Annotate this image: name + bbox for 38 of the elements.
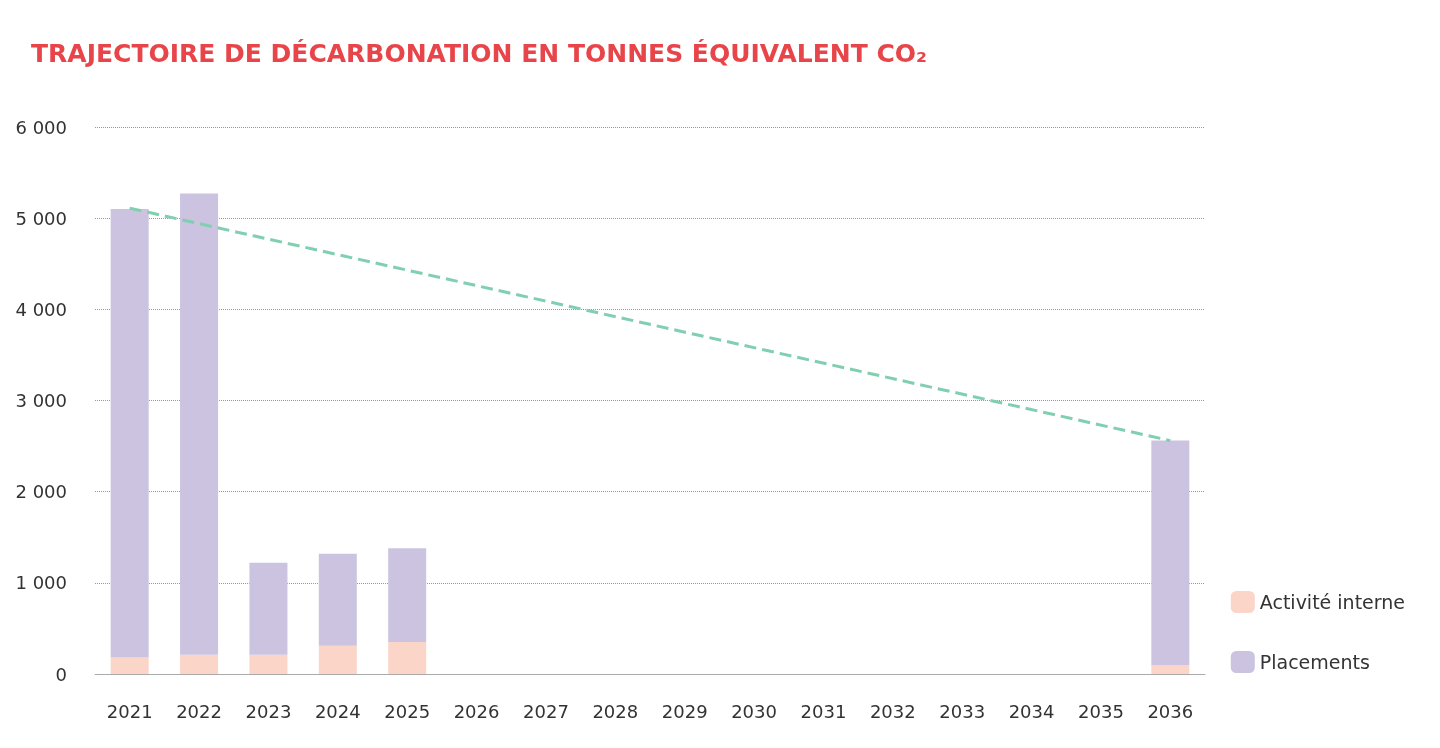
bar [388,642,427,674]
x-tick-label: 2036 [1147,700,1194,722]
x-tick-label: 2031 [800,700,847,722]
x-tick-label: 2029 [661,700,708,722]
x-tick-label: 2026 [453,700,500,722]
y-tick-label: 6 000 [15,116,67,138]
bar [388,548,427,643]
legend-label: Activité interne [1259,591,1406,613]
legend-label: Placements [1259,651,1370,673]
x-tick-label: 2035 [1078,700,1124,722]
y-tick-label: 0 [55,663,67,685]
bar [318,553,357,646]
bar [249,654,288,674]
bar [318,645,357,674]
x-tick-label: 2028 [592,700,639,722]
bar [249,562,288,655]
x-tick-label: 2032 [869,700,916,722]
x-tick-label: 2022 [176,700,222,722]
bar [180,193,219,655]
y-tick-label: 4 000 [15,298,67,320]
y-tick-label: 5 000 [15,207,67,229]
y-tick-label: 1 000 [15,572,67,594]
chart-title: TRAJECTOIRE DE DÉCARBONATION EN TONNES ÉQUIVALENT CO₂ [31,39,928,68]
y-tick-label: 2 000 [15,481,67,503]
bar [180,654,219,674]
x-tick-label: 2023 [245,700,292,722]
x-tick-label: 2027 [523,700,569,722]
x-tick-label: 2024 [314,700,361,722]
bar [1151,664,1190,674]
bar [110,657,149,674]
bar [1151,440,1190,665]
x-tick-label: 2025 [384,700,431,722]
y-tick-label: 3 000 [15,390,67,411]
x-tick-label: 2033 [939,700,986,722]
x-tick-label: 2034 [1008,700,1055,722]
x-tick-label: 2021 [106,700,153,722]
bar [110,209,149,658]
x-tick-label: 2030 [731,700,777,722]
